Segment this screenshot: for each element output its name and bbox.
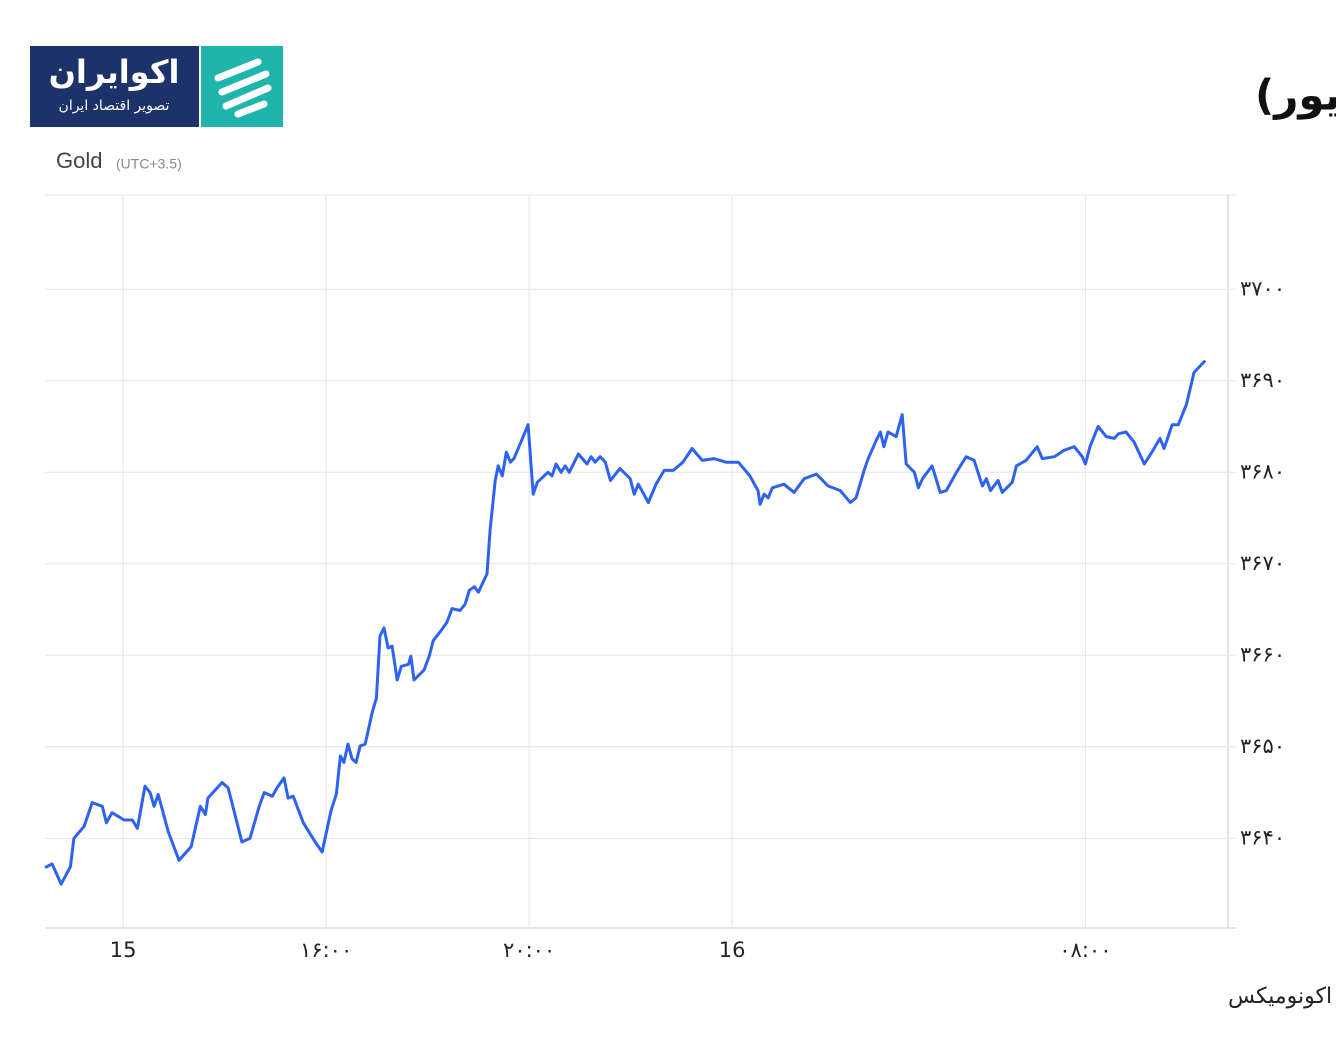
chart-title: روند طلای جهانی(۲۵ شهریور) — [1255, 71, 1336, 121]
logo-box — [30, 46, 199, 127]
x-tick-label: 16 — [719, 938, 746, 962]
logo-tagline: تصویر اقتصاد ایران — [59, 98, 170, 114]
x-tick-label: ۱۶:۰۰ — [300, 938, 352, 962]
x-tick-label: ۲۰:۰۰ — [503, 938, 555, 962]
y-tick-label: ۳۶۸۰ — [1240, 459, 1285, 483]
y-tick-label: ۳۶۶۰ — [1240, 642, 1285, 666]
timezone: (UTC+3.5) — [116, 156, 182, 172]
subtitle: Gold — [56, 148, 102, 173]
y-tick-label: ۳۶۷۰ — [1240, 551, 1285, 575]
y-tick-label: ۳۶۹۰ — [1240, 368, 1285, 392]
y-tick-label: ۳۶۵۰ — [1240, 734, 1285, 758]
x-tick-label: 15 — [110, 938, 137, 962]
logo-mark — [214, 58, 272, 118]
source: منبع: تریدینگ اکونومیکس — [1228, 983, 1336, 1009]
y-tick-label: ۳۷۰۰ — [1240, 276, 1285, 300]
line — [44, 359, 1207, 886]
x-tick-label: ۰۸:۰۰ — [1059, 938, 1111, 962]
logo-name: اکوایران — [49, 53, 180, 91]
y-tick-label: ۳۶۴۰ — [1240, 825, 1285, 849]
